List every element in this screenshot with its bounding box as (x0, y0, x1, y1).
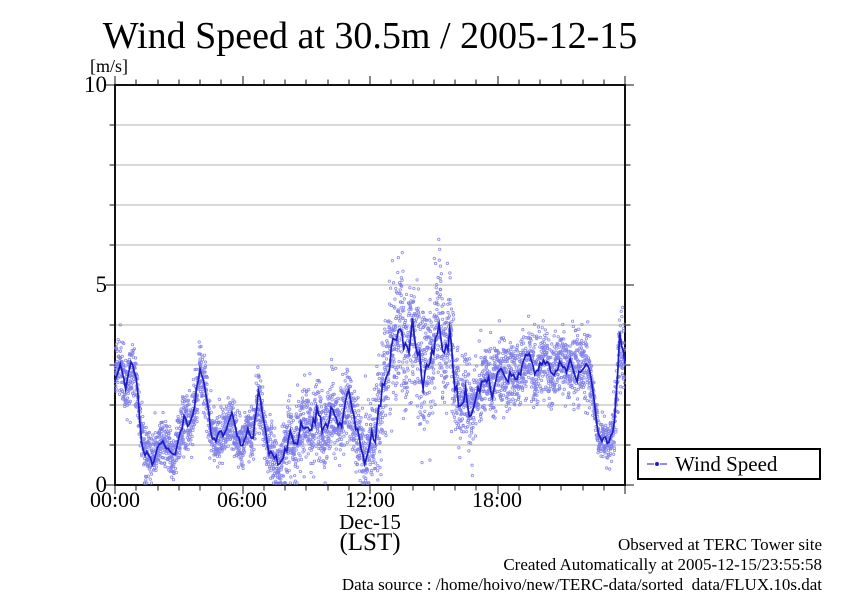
annotation-block: Observed at TERC Tower site Created Auto… (342, 535, 822, 595)
y-axis-tick-label-0: 0 (95, 472, 108, 497)
x-axis-date-label: Dec-15 (339, 510, 401, 534)
y-axis-tick-label-5: 5 (95, 272, 108, 297)
legend-box: Wind Speed (637, 448, 821, 480)
legend-label: Wind Speed (675, 451, 778, 476)
y-axis-unit-label: [m/s] (90, 56, 128, 76)
wind-speed-marker-icon (647, 462, 667, 466)
x-axis-tick-label-1800: 18:00 (471, 487, 523, 512)
y-axis-tick-label-10: 10 (84, 72, 107, 97)
x-axis-tick-label-0600: 06:00 (216, 487, 268, 512)
annotation-data-source: Data source : /home/hoivo/new/TERC-data/… (341, 575, 822, 594)
annotation-observed-site: Observed at TERC Tower site (617, 535, 822, 554)
x-axis-tick-label-1200: 12:00 (344, 487, 396, 512)
x-axis-tick-label-0000: 00:00 (89, 487, 141, 512)
chart-title: Wind Speed at 30.5m / 2005-12-15 (102, 15, 638, 57)
annotation-created-timestamp: Created Automatically at 2005-12-15/23:5… (503, 555, 822, 574)
x-axis-timezone-label: (LST) (339, 529, 401, 556)
